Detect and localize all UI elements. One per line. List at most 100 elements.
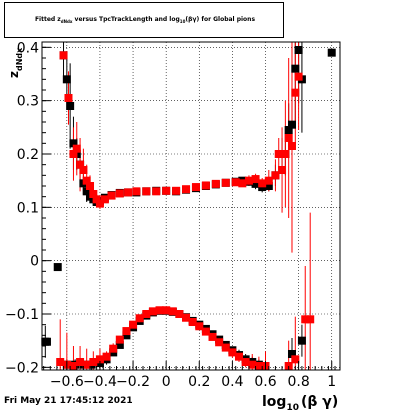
data-point-marker	[142, 310, 151, 318]
data-point-marker	[264, 176, 273, 185]
data-point-marker	[76, 160, 85, 169]
tick-labels: −0.6 −0.4 −0.2 0 0.2 0.4 0.6 0.8 1−0.2−0.100.10.…	[5, 40, 336, 390]
data-point-marker	[287, 350, 296, 358]
data-point-marker	[251, 175, 260, 184]
data-point-marker	[115, 335, 124, 344]
data-point-marker	[284, 134, 293, 142]
error-bars	[44, 42, 311, 370]
data-point-marker	[248, 360, 257, 369]
grid-layer	[42, 42, 340, 370]
data-point-marker	[254, 362, 263, 370]
data-point-marker	[122, 327, 131, 336]
data-point-marker	[162, 186, 171, 195]
data-point-marker	[124, 188, 133, 197]
data-point-marker	[188, 318, 197, 326]
data-point-marker	[148, 307, 157, 316]
data-point-marker	[56, 358, 65, 366]
data-point-marker	[122, 331, 131, 340]
data-point-marker	[107, 191, 116, 200]
data-point-marker	[129, 320, 138, 329]
title-mid: versus TpcTrackLength and log	[72, 16, 180, 23]
y-tick-label: 0.3	[17, 94, 39, 110]
data-point-marker	[244, 176, 253, 185]
data-point-marker	[251, 179, 260, 188]
data-point-marker	[294, 72, 303, 81]
data-point-marker	[241, 358, 250, 366]
x-tick-label: 1	[327, 374, 336, 390]
y-tick-label: 0.1	[17, 200, 39, 216]
data-point-marker	[64, 94, 73, 102]
data-point-marker	[42, 337, 51, 346]
x-axis-title-sub: 10	[286, 403, 299, 410]
title-box: Fitted zdNdx versus TpcTrackLength and l…	[4, 2, 284, 38]
data-point-marker	[287, 142, 296, 150]
data-point-marker	[208, 332, 217, 341]
x-tick-label: 0	[162, 374, 171, 390]
data-point-marker	[238, 179, 247, 188]
data-point-marker	[69, 362, 78, 370]
data-point-marker	[82, 360, 91, 369]
data-point-marker	[72, 144, 81, 153]
data-point-marker	[82, 187, 91, 196]
data-point-marker	[235, 352, 244, 361]
data-point-marker	[79, 166, 88, 174]
data-point-marker	[231, 178, 240, 187]
y-axis-title-sub: dNdx	[15, 47, 24, 71]
data-point-marker	[201, 181, 210, 190]
data-point-marker	[92, 195, 101, 204]
y-axis-title: zdNdx	[7, 47, 24, 78]
data-point-marker	[306, 315, 315, 324]
data-point-marker	[66, 102, 75, 110]
x-tick-label: 0.4	[221, 374, 243, 390]
plot-frame	[41, 41, 341, 371]
data-point-marker	[281, 150, 290, 158]
data-point-marker	[278, 166, 287, 174]
y-tick-label: 0.4	[17, 40, 39, 56]
data-point-marker	[258, 179, 267, 188]
x-tick-label: −0.2	[116, 374, 150, 390]
data-point-marker	[182, 185, 191, 194]
data-point-marker	[53, 263, 62, 272]
data-point-marker	[142, 187, 151, 196]
title-sub-dndx: dNdx	[60, 19, 73, 25]
data-point-marker	[191, 183, 200, 192]
x-tick-label: −0.4	[83, 374, 117, 390]
y-tick-label: −0.1	[5, 307, 39, 323]
data-point-marker	[215, 338, 224, 347]
x-axis-title-main: log	[262, 394, 286, 410]
data-markers	[41, 46, 336, 370]
data-point-marker	[76, 358, 85, 366]
data-point-marker	[182, 313, 191, 322]
data-point-marker	[287, 120, 296, 129]
data-point-marker	[264, 182, 273, 190]
data-point-marker	[201, 327, 210, 336]
x-tick-label: −0.6	[50, 374, 84, 390]
data-point-marker	[59, 51, 68, 60]
x-axis-title-end: (β γ)	[301, 394, 338, 410]
data-point-marker	[175, 310, 184, 318]
data-point-marker	[69, 139, 78, 148]
data-point-marker	[284, 126, 293, 134]
data-point-marker	[95, 355, 104, 364]
data-point-marker	[291, 88, 300, 97]
data-point-marker	[89, 190, 98, 198]
x-tick-label: 0.8	[287, 374, 309, 390]
data-point-marker	[69, 150, 78, 158]
data-point-marker	[152, 187, 161, 196]
axis-ticks	[42, 46, 336, 370]
data-point-marker	[95, 199, 104, 208]
data-point-marker	[102, 352, 111, 361]
data-point-marker	[115, 189, 124, 198]
data-point-marker	[135, 314, 144, 323]
data-point-marker	[221, 343, 230, 352]
data-point-marker	[294, 46, 303, 54]
data-point-marker	[86, 182, 95, 190]
chart-title: Fitted zdNdx versus TpcTrackLength and l…	[5, 16, 285, 24]
title-main: Fitted z	[34, 16, 61, 23]
data-point-marker	[100, 195, 109, 204]
data-point-marker	[62, 75, 71, 84]
data-point-marker	[221, 178, 230, 187]
data-point-marker	[109, 344, 118, 353]
data-point-marker	[274, 150, 283, 158]
